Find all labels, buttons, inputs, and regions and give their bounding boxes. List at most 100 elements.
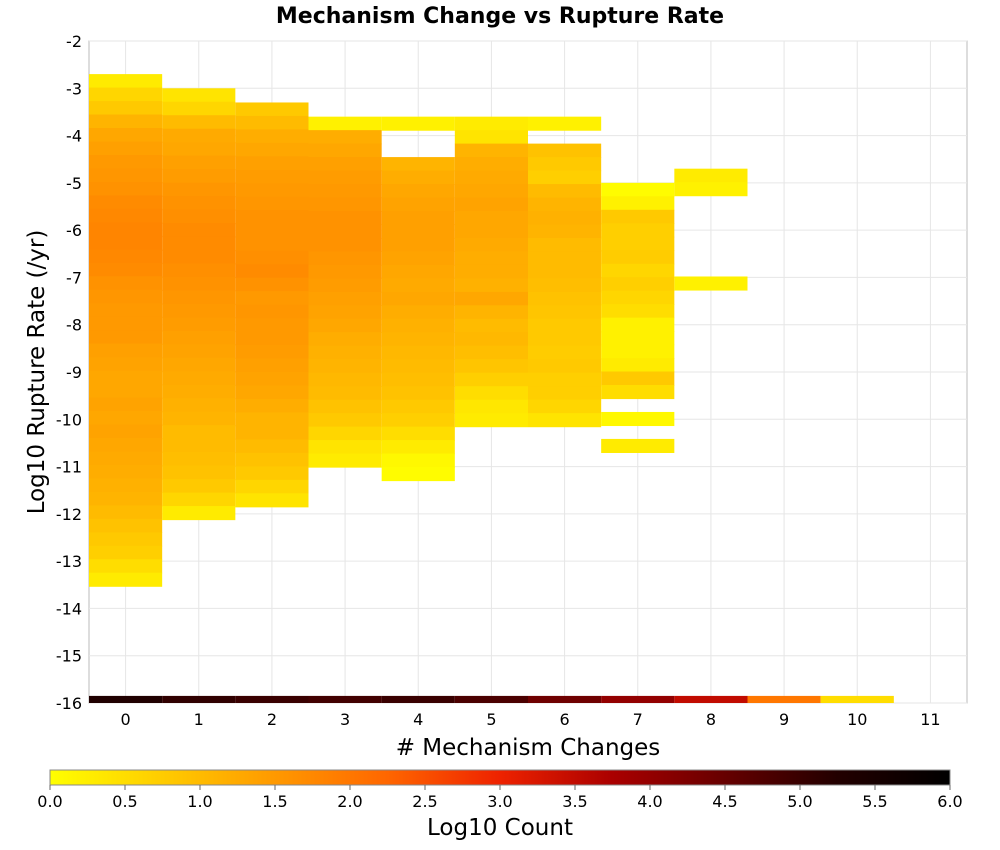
heatmap-cell xyxy=(308,372,382,387)
colorbar-label: Log10 Count xyxy=(427,815,573,841)
heatmap-cell xyxy=(89,276,163,291)
y-tick-label: -15 xyxy=(56,647,82,666)
heatmap-cell xyxy=(89,74,163,89)
heatmap-cell xyxy=(89,572,163,587)
heatmap-cell xyxy=(162,223,236,238)
heatmap-cell xyxy=(89,370,163,385)
heatmap-cell xyxy=(235,493,309,508)
heatmap-cell-bottom xyxy=(601,695,675,703)
colorbar-tick-label: 2.0 xyxy=(337,792,362,811)
heatmap-cell xyxy=(601,344,675,359)
heatmap-cell xyxy=(235,358,309,373)
heatmap-cell xyxy=(528,291,602,306)
heatmap-cell xyxy=(89,235,163,250)
colorbar-tick-label: 1.5 xyxy=(262,792,287,811)
heatmap-cell xyxy=(454,413,528,428)
heatmap-cell xyxy=(601,182,675,197)
heatmap-cell xyxy=(381,359,455,374)
heatmap-cell xyxy=(89,141,163,156)
heatmap-cell xyxy=(454,399,528,414)
x-tick-label: 0 xyxy=(120,710,130,729)
heatmap-cell xyxy=(162,196,236,211)
heatmap-cell-bottom xyxy=(674,695,748,703)
heatmap-cell xyxy=(381,197,455,212)
heatmap-cell-bottom xyxy=(820,695,894,703)
heatmap-cell xyxy=(89,101,163,116)
heatmap-cell xyxy=(381,116,455,131)
x-tick-label: 3 xyxy=(340,710,350,729)
heatmap-cell xyxy=(89,195,163,210)
heatmap-cell xyxy=(381,453,455,468)
heatmap-cell xyxy=(89,424,163,439)
heatmap-cell xyxy=(89,249,163,264)
heatmap-cell xyxy=(528,184,602,199)
x-tick-label: 10 xyxy=(847,710,867,729)
heatmap-cell xyxy=(381,291,455,306)
heatmap-cell xyxy=(235,115,309,131)
heatmap-cell xyxy=(528,143,602,158)
heatmap-cell xyxy=(89,532,163,547)
heatmap-cell xyxy=(89,222,163,237)
heatmap-cell xyxy=(528,372,602,387)
heatmap-cell xyxy=(601,223,675,238)
heatmap-cell xyxy=(308,116,382,131)
heatmap-cell xyxy=(89,437,163,453)
heatmap-cell xyxy=(162,128,236,143)
heatmap-cell xyxy=(308,224,382,239)
heatmap-cells xyxy=(89,74,748,587)
heatmap-cell xyxy=(454,278,528,293)
heatmap-cell xyxy=(89,411,163,426)
heatmap-cell xyxy=(235,304,309,319)
x-tick-label: 9 xyxy=(779,710,789,729)
heatmap-cell xyxy=(308,291,382,306)
heatmap-cell xyxy=(235,102,309,117)
heatmap-cell xyxy=(235,412,309,427)
heatmap-cell-bottom xyxy=(308,695,382,703)
x-tick-label: 6 xyxy=(559,710,569,729)
heatmap-cell xyxy=(381,413,455,428)
heatmap-cell xyxy=(89,208,163,223)
heatmap-cell xyxy=(235,425,309,440)
y-tick-label: -6 xyxy=(66,221,82,240)
heatmap-cell xyxy=(381,264,455,279)
heatmap-cell xyxy=(89,262,163,277)
heatmap-cell xyxy=(235,142,309,157)
heatmap-cell xyxy=(89,343,163,358)
heatmap-cell xyxy=(674,182,748,197)
heatmap-cell xyxy=(381,210,455,226)
heatmap-cell xyxy=(454,372,528,387)
heatmap-cell xyxy=(454,224,528,239)
heatmap-cell xyxy=(308,157,382,172)
x-tick-label: 4 xyxy=(413,710,423,729)
heatmap-cell xyxy=(601,196,675,211)
heatmap-cell xyxy=(454,143,528,158)
heatmap-cell xyxy=(381,399,455,414)
heatmap-cell xyxy=(162,438,236,453)
heatmap-cell xyxy=(528,332,602,347)
heatmap-cell xyxy=(601,263,675,278)
heatmap-cell xyxy=(235,250,309,265)
heatmap-cell xyxy=(308,184,382,199)
heatmap-cell xyxy=(454,251,528,266)
heatmap-cell xyxy=(89,478,163,493)
heatmap-cell xyxy=(308,345,382,360)
heatmap-cell xyxy=(89,505,163,520)
heatmap-cell xyxy=(162,290,236,305)
bottom-row-cells xyxy=(89,695,894,703)
heatmap-cell xyxy=(235,439,309,454)
heatmap-cell xyxy=(162,344,236,359)
heatmap-cell xyxy=(528,197,602,212)
y-tick-label: -10 xyxy=(56,410,82,429)
heatmap-cell xyxy=(601,317,675,332)
heatmap-cell xyxy=(235,372,309,387)
heatmap-cell xyxy=(162,209,236,224)
heatmap-cell xyxy=(308,386,382,401)
heatmap-cell xyxy=(308,440,382,455)
heatmap-cell-bottom xyxy=(162,695,236,703)
heatmap-cell xyxy=(235,345,309,360)
x-tick-label: 7 xyxy=(633,710,643,729)
heatmap-cell-bottom xyxy=(235,695,309,703)
y-tick-label: -11 xyxy=(56,458,82,477)
heatmap-cell xyxy=(308,278,382,293)
heatmap-cell xyxy=(235,479,309,494)
